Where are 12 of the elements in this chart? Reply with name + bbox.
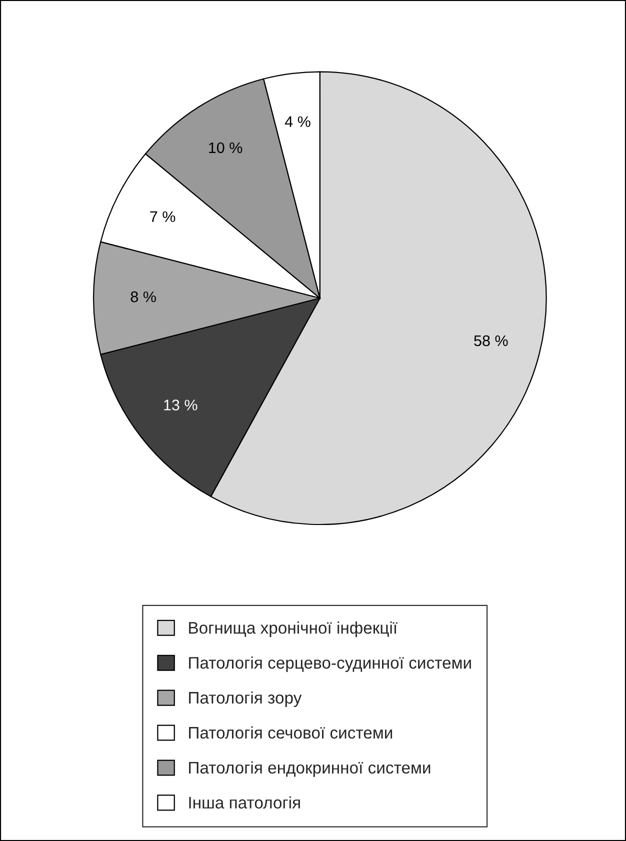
legend-label: Патологія сечової системи [189, 726, 392, 739]
data-label: 8 % [130, 291, 156, 302]
data-label: 10 % [209, 142, 242, 154]
legend-label: Вогнища хронічної інфекції [189, 622, 398, 638]
legend-label: Патологія серцево-судинної системи [189, 656, 471, 672]
data-label: 58 % [474, 335, 508, 346]
data-label: 7 % [150, 211, 176, 222]
legend-label: Патологія зору [189, 691, 302, 707]
data-label: 13 % [164, 400, 198, 410]
legend-label: Патологія ендокринної системи [189, 761, 430, 777]
legend-label: Інша патологія [189, 796, 300, 809]
data-label: 4 % [284, 116, 310, 128]
